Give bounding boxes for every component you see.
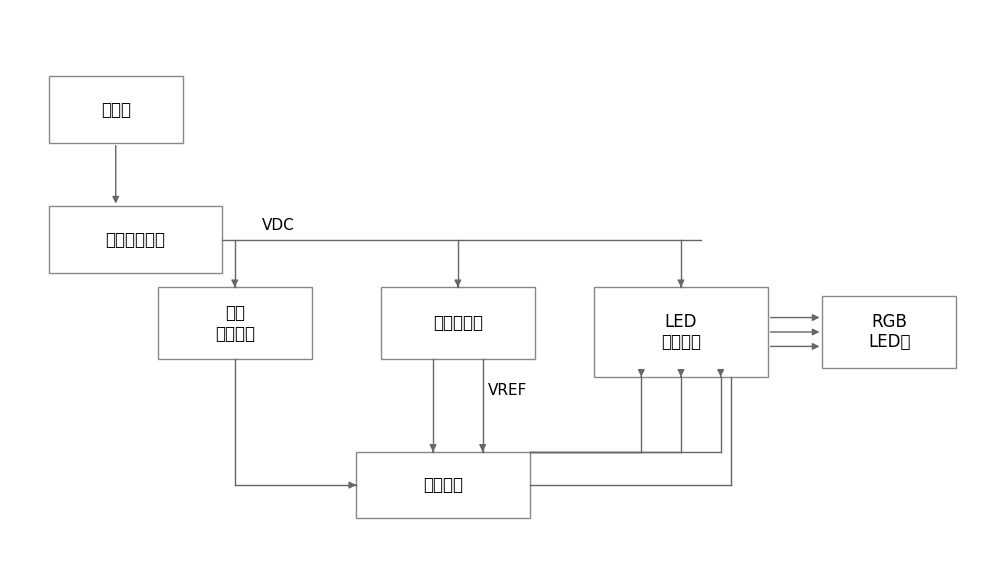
Bar [49,76,183,143]
Bar [822,296,956,368]
Text: 整流滤波电路: 整流滤波电路 [106,230,166,248]
Text: 发电机: 发电机 [101,101,131,118]
Text: VDC: VDC [262,217,295,233]
Text: 微控制器: 微控制器 [423,476,463,494]
Bar [381,287,535,359]
Bar [356,452,530,518]
Text: 电压
采样电路: 电压 采样电路 [215,304,255,343]
Bar [158,287,312,359]
Bar [594,287,768,377]
Text: VREF: VREF [488,383,527,397]
Text: LED
驱动电路: LED 驱动电路 [661,312,701,352]
Text: RGB
LED灯: RGB LED灯 [868,312,910,352]
Bar [49,206,222,272]
Text: 基准电压源: 基准电压源 [433,314,483,332]
